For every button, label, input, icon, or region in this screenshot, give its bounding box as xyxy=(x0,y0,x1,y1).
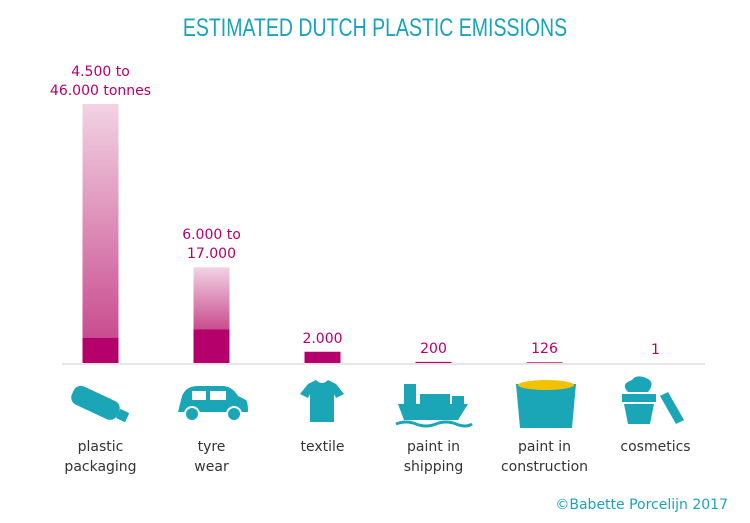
cream-icon xyxy=(622,376,684,424)
low-bar xyxy=(193,329,230,363)
value-label: 126 xyxy=(531,341,558,358)
value-label: 2.000 xyxy=(302,330,343,347)
category-label: plastic packaging xyxy=(64,439,137,475)
category-label: textile xyxy=(300,439,345,455)
category-label: cosmetics xyxy=(620,439,691,455)
category-label: tyre wear xyxy=(194,439,229,475)
bar xyxy=(304,351,341,363)
value-label: 200 xyxy=(420,340,447,357)
value-label: 1 xyxy=(651,341,660,358)
value-label: 4.500 to 46.000 tonnes xyxy=(49,64,152,99)
icons xyxy=(71,376,684,428)
low-bar xyxy=(82,337,119,363)
chart-title: ESTIMATED DUTCH PLASTIC EMISSIONS xyxy=(182,14,568,42)
category-label: paint in shipping xyxy=(403,439,464,475)
credit: ©Babette Porcelijn 2017 xyxy=(555,497,728,513)
bar xyxy=(415,361,452,363)
car-icon xyxy=(178,386,248,422)
range-bar xyxy=(193,267,230,330)
range-bar xyxy=(82,104,119,338)
value-label: 6.000 to 17.000 xyxy=(182,227,241,263)
shirt-icon xyxy=(300,380,344,422)
bar xyxy=(526,362,563,363)
ship-icon xyxy=(395,384,473,428)
bottle-icon xyxy=(71,385,130,423)
paint-icon xyxy=(516,380,576,428)
category-label: paint in construction xyxy=(500,439,589,475)
